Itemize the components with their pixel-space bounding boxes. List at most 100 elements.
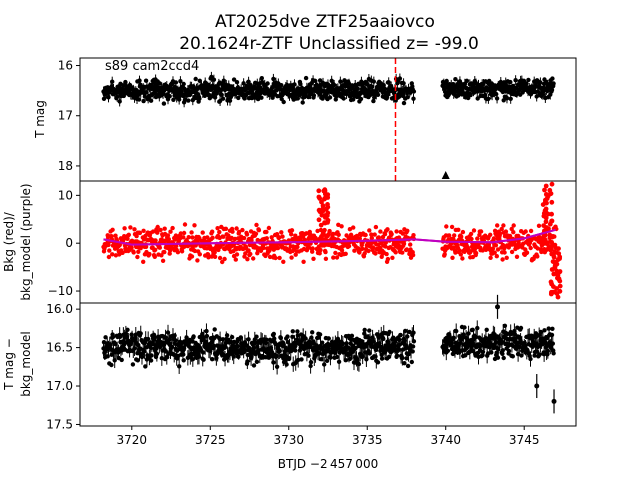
x-axis-ticks: 3720 3725 3730 3735 3740 3745	[117, 426, 539, 447]
data-point	[113, 253, 119, 258]
data-point	[322, 362, 327, 367]
data-point	[385, 256, 391, 262]
y-tick-label: −10	[48, 284, 73, 298]
data-point-spike	[543, 219, 549, 225]
plot-top-area	[101, 58, 556, 181]
data-point	[155, 230, 160, 235]
data-point-spike	[321, 188, 327, 194]
data-point	[330, 231, 336, 237]
data-point	[347, 227, 353, 232]
data-point	[401, 100, 407, 106]
data-point	[157, 245, 162, 250]
data-point	[410, 252, 416, 258]
data-point-spike	[549, 234, 555, 240]
data-point	[334, 347, 339, 352]
data-point	[200, 350, 206, 355]
data-point	[468, 92, 473, 98]
data-point	[401, 241, 407, 246]
data-point	[457, 248, 462, 253]
data-point	[295, 329, 300, 334]
data-point	[470, 327, 475, 332]
x-tick-label: 3730	[273, 433, 304, 447]
data-point	[400, 355, 405, 361]
data-point	[528, 228, 534, 234]
data-point	[152, 88, 157, 93]
data-point	[134, 233, 139, 239]
data-point	[135, 358, 140, 363]
data-point	[159, 356, 164, 361]
panel-bottom-ylabel-line2: bkg_model	[19, 331, 33, 397]
data-point	[126, 232, 131, 237]
data-point	[489, 350, 494, 355]
data-point	[366, 248, 371, 254]
data-point-spike	[325, 220, 330, 225]
data-point	[256, 228, 262, 233]
plot-middle-area	[101, 181, 563, 300]
data-point	[358, 96, 364, 102]
data-point	[347, 356, 353, 362]
data-point	[538, 329, 543, 335]
data-point	[387, 329, 392, 335]
data-point	[192, 248, 198, 254]
data-point	[189, 254, 195, 259]
data-point	[315, 228, 320, 234]
data-point	[254, 334, 259, 339]
data-point	[170, 225, 175, 231]
data-point	[336, 359, 342, 364]
data-point	[216, 247, 221, 253]
data-point	[200, 331, 205, 337]
data-point	[351, 225, 356, 230]
chart-title-line1: AT2025dve ZTF25aaiovco	[215, 12, 435, 32]
data-point	[494, 254, 499, 259]
data-point-spike	[548, 191, 553, 197]
data-point	[450, 255, 455, 260]
data-point	[475, 325, 480, 331]
data-point-spike	[555, 294, 561, 300]
data-point	[369, 232, 374, 237]
data-point	[317, 332, 323, 337]
data-point	[339, 224, 344, 229]
data-point	[244, 232, 250, 237]
data-point	[491, 345, 496, 351]
data-point	[451, 236, 456, 242]
panel-bottom-yticks: 16.0 16.5 17.0 17.5	[46, 302, 80, 431]
y-tick-label: 16.0	[46, 302, 73, 316]
upper-limit-marker	[441, 171, 450, 179]
data-point	[449, 224, 455, 230]
data-point	[246, 248, 251, 253]
data-point	[370, 245, 376, 250]
data-point-spike	[545, 211, 551, 217]
data-point	[478, 229, 484, 234]
data-point	[396, 347, 402, 352]
data-point	[304, 231, 309, 236]
data-point	[488, 255, 493, 260]
data-point	[269, 235, 274, 240]
data-point	[147, 251, 152, 257]
data-point	[298, 81, 303, 87]
y-tick-label: 18	[58, 159, 73, 173]
data-point	[271, 76, 276, 82]
data-point	[333, 250, 338, 256]
data-point	[535, 254, 540, 259]
data-point	[343, 251, 348, 256]
data-point-spike	[549, 199, 555, 205]
data-point	[327, 95, 333, 100]
data-point	[229, 235, 234, 241]
data-point	[168, 229, 173, 234]
panel-bottom-frame	[79, 302, 577, 427]
data-point	[286, 356, 292, 362]
data-point	[411, 89, 417, 94]
data-point	[537, 352, 542, 357]
series-line-bkg-model-overlay	[103, 228, 556, 246]
data-point	[509, 249, 515, 255]
data-point	[251, 256, 256, 261]
data-point-spike	[551, 271, 557, 277]
data-point	[461, 332, 466, 337]
data-point	[499, 226, 504, 232]
data-point	[405, 334, 410, 339]
data-point	[550, 76, 555, 81]
data-point	[453, 250, 458, 255]
data-point-spike	[543, 183, 549, 189]
data-point-spike	[316, 217, 322, 223]
